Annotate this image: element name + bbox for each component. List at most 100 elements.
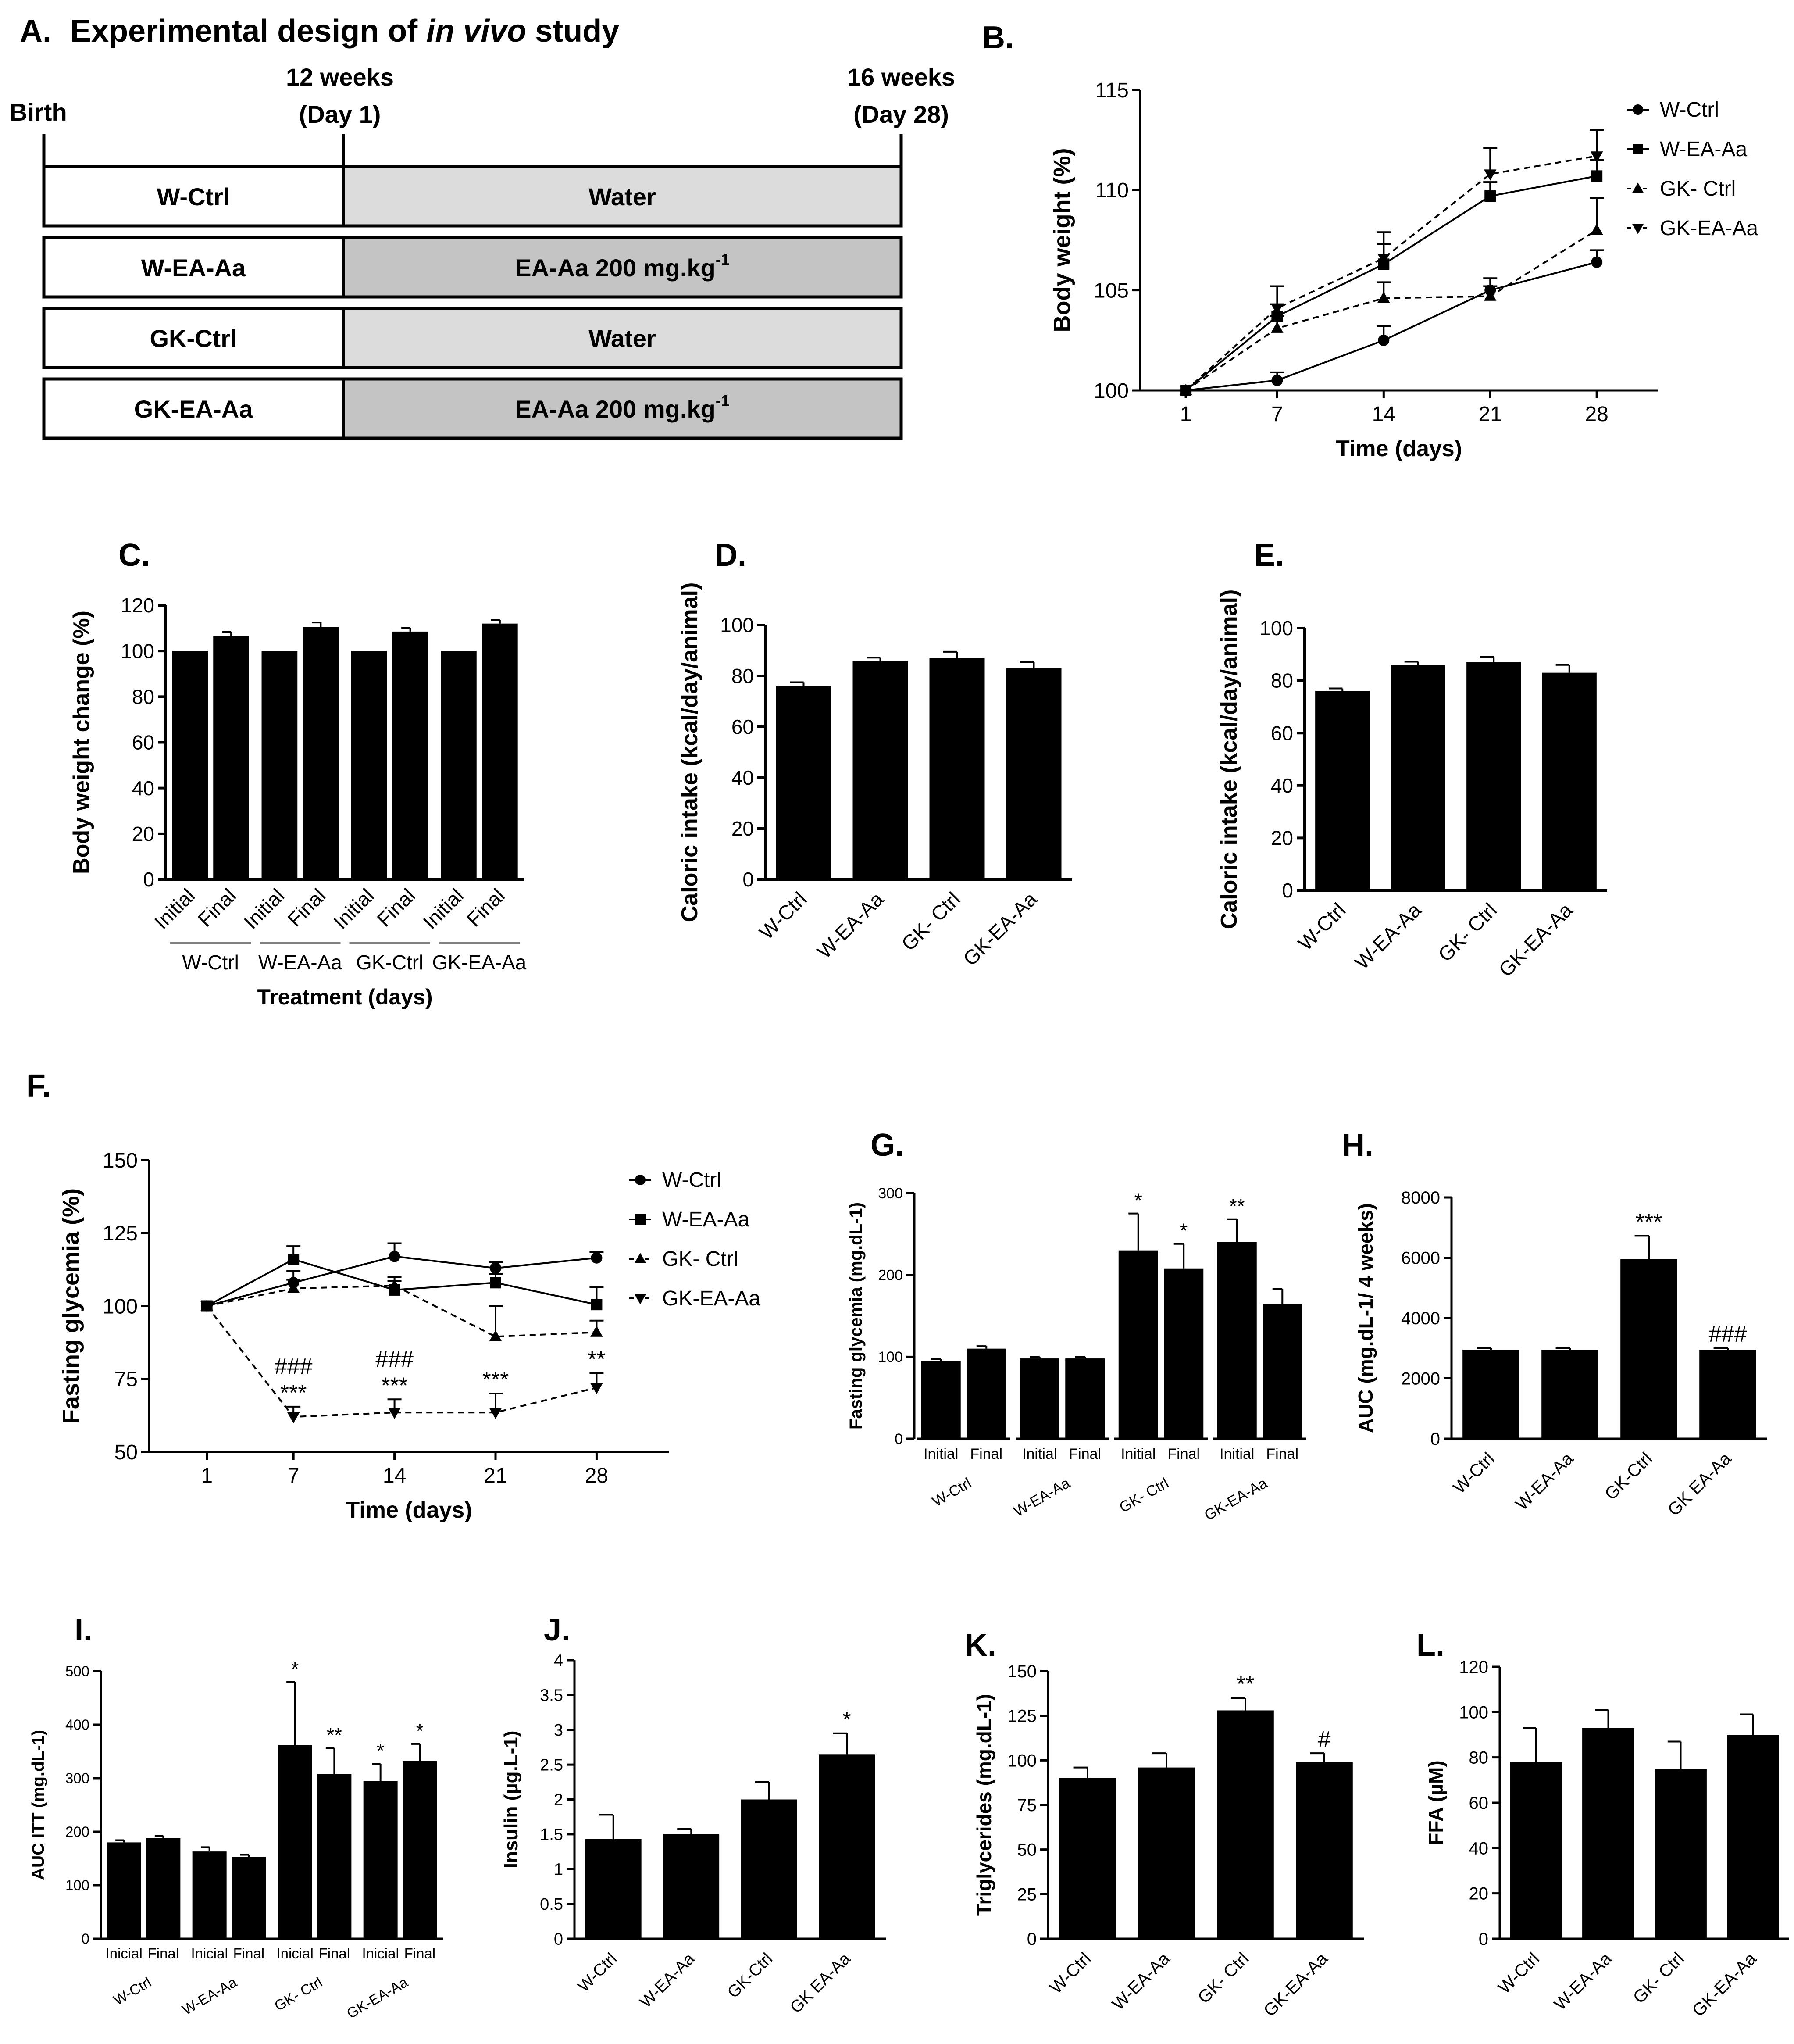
legend-entry: W-EA-Aa	[1627, 138, 1747, 161]
significance-label: *	[843, 1708, 851, 1732]
x-group-label: GK- Ctrl	[271, 1974, 325, 2014]
significance-label: *	[291, 1658, 299, 1680]
series-w-ea-aa	[1180, 159, 1604, 396]
bar	[1006, 668, 1062, 879]
data-point	[591, 1252, 603, 1264]
panel-letter: H.	[1342, 1128, 1373, 1163]
design-row-group-label: W-EA-Aa	[141, 254, 246, 282]
x-group-label: W-EA-Aa	[258, 951, 342, 974]
series-line	[207, 1284, 597, 1338]
x-tick-label: W-EA-Aa	[1109, 1949, 1174, 2014]
panel-a-letter: A.	[20, 14, 51, 49]
data-point	[1590, 151, 1603, 163]
data-point	[287, 1282, 300, 1293]
y-tick-label: 6000	[1401, 1249, 1440, 1268]
design-row-group-label: GK-Ctrl	[150, 325, 237, 352]
bar	[261, 651, 298, 879]
legend-label: W-Ctrl	[662, 1169, 721, 1192]
y-tick-label: 20	[1469, 1884, 1489, 1904]
legend-label: GK-EA-Aa	[662, 1287, 760, 1310]
y-axis-title: AUC ITT (mg.dL-1)	[29, 1730, 48, 1880]
panel-f: F. 50 75 100 125 150 Fasting glycemia (%) 1 7 14 2…	[26, 1068, 760, 1523]
y-tick-label: 0	[554, 1930, 563, 1948]
y-tick-label: 300	[65, 1770, 89, 1787]
y-axis-title: Caloric intake (kcal/day/animal)	[677, 582, 703, 922]
data-point	[1633, 144, 1643, 154]
data-point	[1632, 182, 1644, 193]
design-row: GK-EA-Aa EA-Aa 200 mg.kg-1	[42, 377, 903, 440]
x-tick-label: GK- Ctrl	[897, 887, 964, 955]
panel-j: J. 0 0.5 1 1.5 2 2.5 3 3.5 4 Insulin (µg.L-1) * W-Ct…	[500, 1612, 886, 2017]
bar	[107, 1842, 141, 1939]
x-subcategory-label: Initial	[924, 1446, 958, 1462]
x-tick-label: W-Ctrl	[755, 887, 811, 943]
x-tick-label: 14	[1372, 403, 1395, 426]
design-row-treatment-label: Water	[588, 183, 656, 211]
bar	[1510, 1762, 1562, 1939]
x-group-label: GK-EA-Aa	[432, 951, 527, 974]
bar	[1217, 1242, 1257, 1439]
y-tick-label: 100	[1094, 379, 1129, 403]
y-tick-label: 100	[878, 1349, 903, 1365]
y-tick-label: 75	[114, 1368, 138, 1391]
design-row-treatment-box	[342, 307, 903, 369]
y-tick-label: 150	[103, 1149, 138, 1172]
x-tick-label: 1	[1180, 403, 1192, 426]
significance-label: ###	[375, 1347, 414, 1372]
significance-label: ***	[1636, 1209, 1662, 1235]
timeline-birth-label: Birth	[10, 98, 67, 126]
x-group-label: W-Ctrl	[930, 1475, 974, 1510]
y-tick-label: 120	[121, 594, 154, 617]
y-tick-label: 105	[1094, 279, 1129, 302]
x-tick-label: GK-EA-Aa	[1689, 1949, 1761, 2021]
y-axis-title: Body weight (%)	[1049, 148, 1075, 332]
legend-label: GK-EA-Aa	[1660, 217, 1758, 240]
x-subcategory-label: Final	[283, 884, 330, 931]
x-subcategory-label: Final	[233, 1945, 265, 1962]
y-tick-label: 110	[1095, 179, 1129, 202]
bar	[392, 631, 428, 879]
y-tick-label: 4000	[1401, 1309, 1440, 1328]
x-subcategory-label: Inicial	[276, 1945, 313, 1962]
data-point	[388, 1408, 401, 1419]
bar	[663, 1834, 720, 1939]
x-tick-label: GK-EA-Aa	[959, 887, 1041, 970]
bar	[1542, 672, 1597, 890]
timeline-day28-label: (Day 28)	[853, 100, 949, 128]
bar	[146, 1838, 181, 1939]
series-line	[207, 1255, 597, 1307]
significance-label: **	[327, 1724, 342, 1747]
y-axis-title: Caloric intake (kcal/day/animal)	[1216, 590, 1242, 929]
data-point	[1179, 386, 1192, 397]
bar	[278, 1745, 312, 1939]
data-point	[1271, 304, 1284, 315]
data-point	[1484, 289, 1497, 301]
panel-letter: D.	[715, 538, 746, 573]
data-point	[1632, 224, 1644, 234]
bar	[967, 1348, 1006, 1439]
bar	[1727, 1735, 1779, 1939]
bar	[363, 1781, 398, 1939]
x-tick-label: GK- Ctrl	[1630, 1949, 1688, 2007]
y-tick-label: 80	[132, 685, 154, 708]
y-axis-title: Fasting glycemia (%)	[58, 1188, 84, 1424]
y-axis-title: FFA (µM)	[1424, 1760, 1447, 1845]
design-row-group-label: GK-EA-Aa	[134, 395, 253, 423]
bar	[1582, 1728, 1634, 1939]
legend-label: W-EA-Aa	[1660, 138, 1747, 161]
y-tick-label: 150	[1007, 1662, 1037, 1681]
x-tick-label: GK-EA-Aa	[1494, 898, 1577, 981]
legend-label: GK- Ctrl	[662, 1247, 738, 1271]
y-tick-label: 300	[878, 1185, 903, 1202]
data-point	[635, 1214, 646, 1225]
y-tick-label: 0	[143, 868, 154, 891]
bar	[929, 658, 985, 879]
y-tick-label: 0	[1027, 1930, 1037, 1949]
data-point	[287, 1412, 300, 1424]
y-tick-label: 75	[1017, 1796, 1037, 1815]
bar	[172, 651, 208, 879]
bar	[585, 1839, 642, 1939]
x-tick-label: W-EA-Aa	[813, 887, 888, 963]
